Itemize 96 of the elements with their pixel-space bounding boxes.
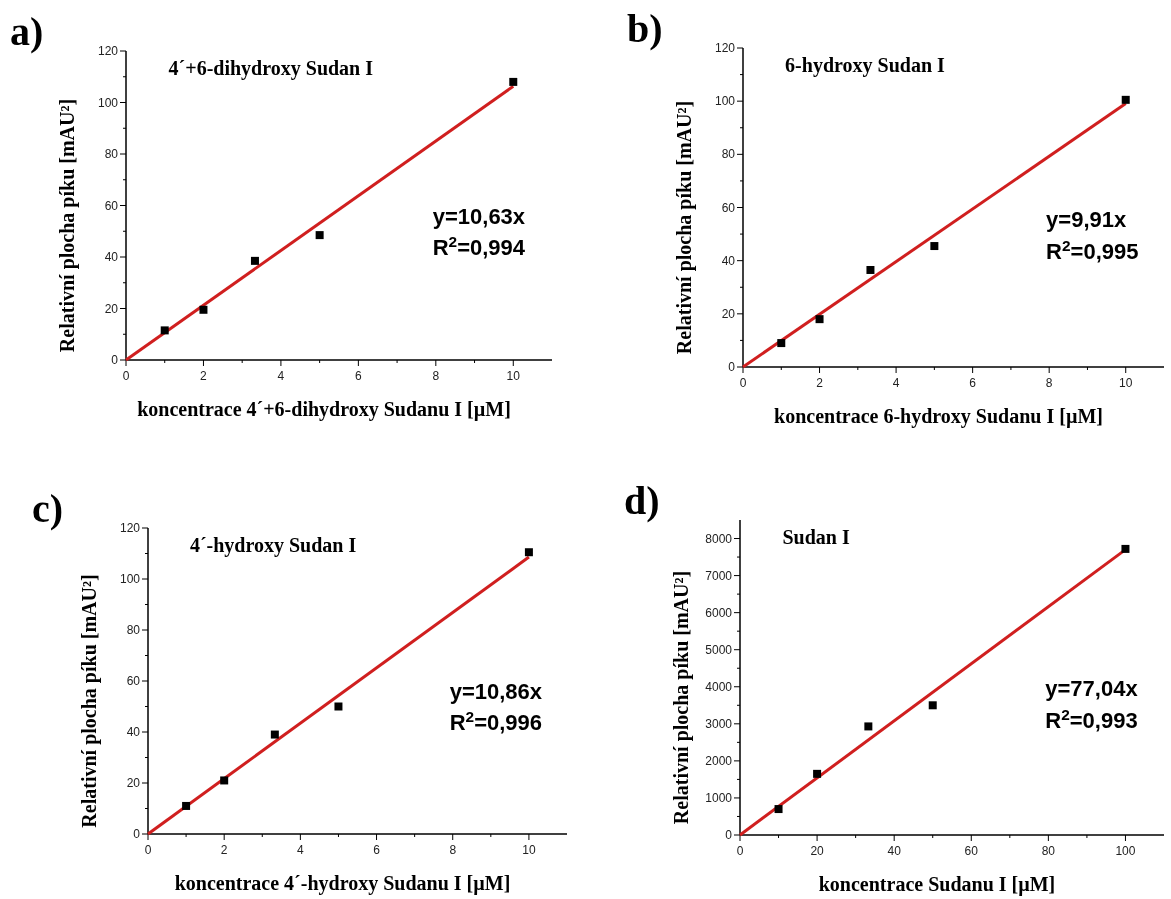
- point: [866, 265, 875, 274]
- x-tick-label: 2: [816, 376, 824, 390]
- y-tick-label: 80: [104, 147, 119, 161]
- x-axis-title: koncentrace 4´+6-dihydroxy Sudanu I [µM]: [137, 398, 511, 421]
- y-tick-label: 6000: [705, 605, 733, 620]
- annotation: R$^{2}$=0,995: [1046, 236, 1139, 264]
- y-tick-label: 20: [104, 301, 119, 316]
- y-tick-label: 1000: [705, 790, 733, 805]
- point: [777, 339, 786, 348]
- x-tick-label: 4: [892, 376, 900, 390]
- chart-title: 6-hydroxy Sudan I: [785, 54, 946, 77]
- annotation: y=77,04x: [1045, 676, 1139, 702]
- y-tick-label: 8000: [705, 531, 733, 546]
- x-axis-title: koncentrace Sudanu I [µM]: [818, 873, 1056, 896]
- y-tick-label: 7000: [705, 568, 733, 583]
- chart-title: 4´-hydroxy Sudan I: [189, 534, 357, 557]
- x-tick-label: 60: [964, 844, 979, 858]
- y-tick-label: 120: [714, 41, 736, 55]
- y-tick-label: 100: [97, 95, 119, 110]
- x-tick-label: 8: [1045, 376, 1053, 390]
- y-tick-label: 60: [721, 200, 736, 215]
- y-tick-label: 5000: [705, 642, 733, 657]
- y-tick-label: 60: [104, 198, 119, 213]
- point: [928, 701, 937, 710]
- y-tick-label: 20: [126, 776, 141, 790]
- chart-title: Sudan I: [782, 526, 850, 548]
- y-axis-title: Relativní plocha píku [mAU²]: [670, 570, 693, 825]
- annotation: R$^{2}$=0,996: [449, 707, 543, 735]
- point: [250, 256, 259, 265]
- point: [813, 769, 822, 778]
- y-tick-label: 0: [111, 353, 119, 367]
- x-tick-label: 4: [297, 843, 305, 857]
- x-tick-label: 100: [1115, 844, 1136, 858]
- x-tick-label: 0: [739, 376, 747, 390]
- x-axis-title: koncentrace 6-hydroxy Sudanu I [µM]: [774, 405, 1103, 428]
- y-axis-title: Relativní plocha píku [mAU²]: [78, 574, 101, 828]
- y-tick-label: 40: [721, 253, 736, 268]
- x-tick-label: 10: [506, 369, 521, 383]
- y-axis-title: Relativní plocha píku [mAU²]: [56, 98, 79, 353]
- y-tick-label: 2000: [705, 753, 733, 768]
- text: b): [627, 6, 663, 51]
- x-tick-label: 10: [522, 843, 536, 857]
- x-tick-label: 2: [220, 843, 228, 857]
- point: [774, 805, 783, 814]
- text: d): [624, 478, 660, 523]
- point: [524, 548, 533, 557]
- annotation: y=9,91x: [1046, 206, 1128, 232]
- chart-title: 4´+6-dihydroxy Sudan I: [168, 57, 374, 80]
- point: [1121, 544, 1130, 553]
- annotation: y=10,86x: [449, 679, 543, 705]
- y-tick-label: 40: [126, 725, 141, 739]
- point: [864, 722, 873, 731]
- y-tick-label: 4000: [705, 679, 733, 694]
- point: [160, 326, 169, 335]
- x-tick-label: 8: [432, 369, 440, 383]
- y-tick-label: 100: [119, 572, 141, 586]
- y-tick-label: 0: [133, 827, 141, 841]
- point: [220, 776, 229, 785]
- y-tick-label: 20: [721, 306, 736, 321]
- point: [199, 305, 208, 314]
- x-tick-label: 2: [200, 369, 208, 383]
- text: c): [32, 486, 64, 531]
- y-tick-label: 80: [126, 623, 141, 637]
- x-tick-label: 8: [449, 843, 457, 857]
- x-axis-title: koncentrace 4´-hydroxy Sudanu I [µM]: [174, 872, 511, 895]
- text: a): [10, 9, 44, 54]
- x-tick-label: 80: [1041, 844, 1056, 858]
- y-tick-label: 120: [97, 44, 119, 58]
- x-tick-label: 10: [1119, 376, 1133, 390]
- point: [182, 801, 191, 810]
- point: [815, 315, 824, 324]
- point: [509, 77, 518, 86]
- x-tick-label: 6: [373, 843, 381, 857]
- point: [1121, 95, 1130, 104]
- point: [334, 702, 343, 711]
- y-tick-label: 120: [119, 521, 141, 535]
- x-tick-label: 6: [969, 376, 977, 390]
- annotation: R$^{2}$=0,994: [432, 232, 526, 260]
- y-tick-label: 60: [126, 674, 141, 688]
- annotation: y=10,63x: [432, 204, 526, 230]
- x-tick-label: 40: [887, 844, 902, 858]
- point: [315, 231, 324, 240]
- x-tick-label: 0: [144, 843, 152, 857]
- y-tick-label: 100: [714, 94, 736, 109]
- y-tick-label: 0: [728, 360, 736, 374]
- x-tick-label: 6: [355, 369, 363, 383]
- annotation: R$^{2}$=0,993: [1045, 705, 1138, 733]
- point: [270, 730, 279, 739]
- x-tick-label: 4: [277, 369, 285, 383]
- x-tick-label: 20: [810, 844, 825, 858]
- y-tick-label: 80: [721, 147, 736, 162]
- y-tick-label: 0: [725, 828, 733, 842]
- y-axis-title: Relativní plocha píku [mAU²]: [673, 100, 696, 355]
- y-tick-label: 3000: [705, 716, 733, 731]
- point: [930, 242, 939, 251]
- y-tick-label: 40: [104, 250, 119, 264]
